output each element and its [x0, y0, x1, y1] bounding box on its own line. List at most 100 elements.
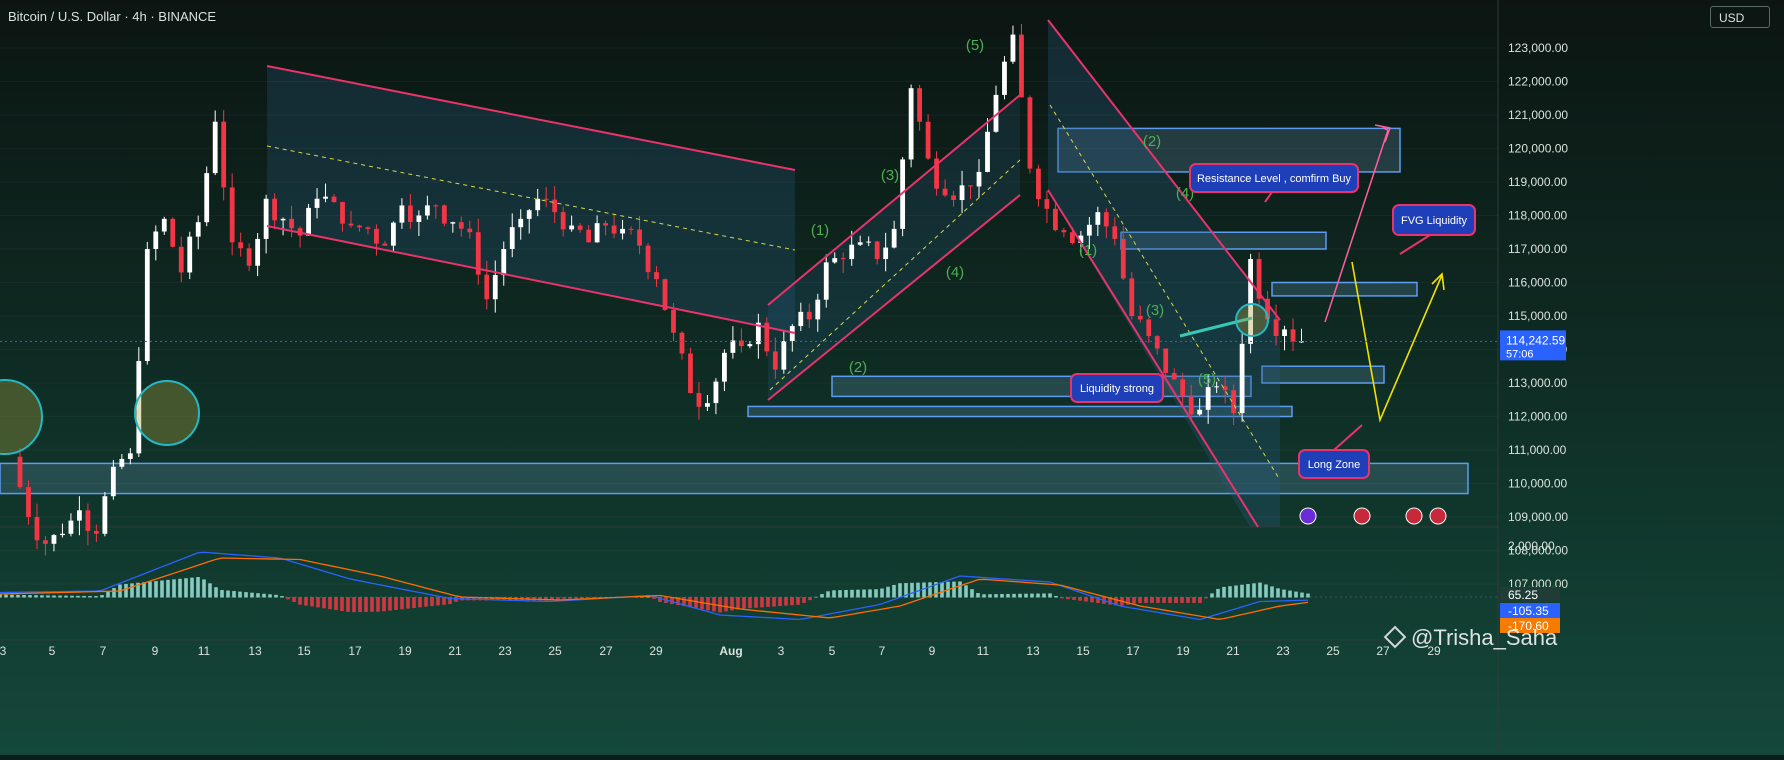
time-tick-label: 23 [498, 644, 512, 658]
channel-mid-line [266, 145, 796, 251]
rising-channel-upper [767, 94, 1021, 306]
macd-histogram-bar [148, 581, 152, 598]
macd-histogram-bar [1180, 597, 1184, 603]
indicator-value-3: -170.60 [1508, 619, 1549, 633]
candle-body [280, 218, 286, 221]
macd-histogram-bar [196, 577, 200, 598]
candle-body [1248, 259, 1253, 344]
liquidity-callout-box [1070, 373, 1164, 403]
candle-body [1265, 298, 1270, 320]
macd-histogram-bar [286, 597, 290, 600]
candle-body [883, 247, 889, 260]
macd-histogram-bar [1006, 593, 1010, 598]
candle-body [857, 242, 863, 245]
time-tick-label: 17 [1126, 644, 1140, 658]
time-tick-label: 13 [248, 644, 262, 658]
candle-body [628, 228, 634, 230]
zone-long-zone [0, 462, 1469, 495]
time-tick-label: 7 [100, 644, 107, 658]
macd-histogram-bar [808, 597, 812, 601]
candle-body [255, 238, 261, 266]
us-flag-icon [1353, 507, 1371, 525]
channel-lower-line [266, 225, 796, 334]
last-price-label: 114,242.59 [1506, 333, 1565, 347]
projection-yellow-path [1351, 261, 1443, 423]
macd-histogram-bar [652, 597, 656, 599]
macd-histogram-bar [232, 591, 236, 598]
macd-histogram-bar [364, 597, 368, 612]
price-tick-label: 111,000.00 [1508, 443, 1567, 457]
wave-label-up: (4) [946, 264, 964, 281]
macd-histogram-bar [1072, 597, 1076, 600]
candle-body [968, 185, 973, 187]
macd-histogram-bar [568, 597, 572, 599]
macd-histogram-bar [916, 582, 920, 598]
arrow-head-pink [1382, 127, 1389, 131]
candle-body [798, 311, 804, 327]
currency-selector[interactable]: USD [1710, 6, 1770, 28]
candle-body [314, 198, 320, 208]
macd-histogram-bar [826, 591, 830, 598]
macd-histogram-bar [1204, 597, 1208, 599]
highlight-circle [0, 379, 43, 455]
indicator-badge-1 [1500, 587, 1560, 602]
macd-histogram-bar [1060, 597, 1064, 599]
candle-body [492, 275, 498, 300]
candle-body [382, 243, 388, 246]
arrow-head-pink-tip [1374, 124, 1391, 143]
macd-histogram-bar [934, 582, 938, 598]
zone-support [1261, 365, 1385, 384]
macd-histogram-bar [316, 597, 320, 608]
macd-histogram-bar [160, 580, 164, 598]
macd-histogram-bar [0, 594, 2, 598]
candle-body [93, 530, 99, 534]
candle-body [357, 225, 362, 228]
time-tick-label: 5 [49, 644, 56, 658]
macd-histogram-bar [862, 589, 866, 598]
candle-body [840, 258, 846, 260]
candle-body [526, 210, 532, 219]
candle-body [102, 496, 108, 534]
candle-body [1171, 372, 1177, 380]
candle-body [671, 309, 676, 333]
macd-histogram-bar [988, 594, 992, 598]
macd-histogram-bar [208, 583, 212, 598]
price-tick-label: 122,000.00 [1508, 75, 1568, 89]
time-tick-label: 11 [198, 644, 211, 658]
candle-body [195, 222, 201, 237]
macd-histogram-bar [940, 581, 944, 598]
indicator-value-1: 65.25 [1508, 588, 1538, 602]
candle-body [416, 215, 422, 223]
liquidity-pointer [1179, 316, 1253, 338]
macd-histogram-bar [778, 597, 782, 607]
candle-body [229, 187, 235, 243]
candle-body [1273, 319, 1279, 337]
macd-histogram-bar [898, 583, 902, 598]
candle-body [68, 520, 74, 534]
macd-histogram-bar [1192, 597, 1196, 603]
candle-body [263, 198, 269, 239]
macd-histogram-bar [562, 597, 566, 599]
macd-histogram-bar [1222, 586, 1226, 598]
macd-histogram-bar [688, 597, 692, 608]
macd-histogram-bar [838, 590, 842, 598]
indicator-badge-3 [1500, 618, 1560, 633]
time-tick-label: 15 [1076, 644, 1090, 658]
macd-histogram-bar [112, 588, 116, 598]
candle-body [441, 205, 447, 224]
candle-body [1188, 396, 1194, 415]
price-tick-label: 118,000.00 [1508, 209, 1567, 223]
macd-histogram-bar [1228, 586, 1232, 598]
macd-histogram-bar [538, 597, 542, 601]
time-tick-label: 7 [879, 644, 886, 658]
price-tick-label: 115,000.00 [1508, 309, 1567, 323]
macd-histogram-bar [214, 587, 218, 598]
indicator-badge-2 [1500, 603, 1560, 618]
candle-body [204, 173, 210, 223]
candle-body [34, 517, 40, 541]
candle-body [705, 403, 710, 407]
falling-channel-upper [1047, 19, 1281, 321]
time-tick-label: 21 [1226, 644, 1240, 658]
candle-body [543, 198, 549, 200]
